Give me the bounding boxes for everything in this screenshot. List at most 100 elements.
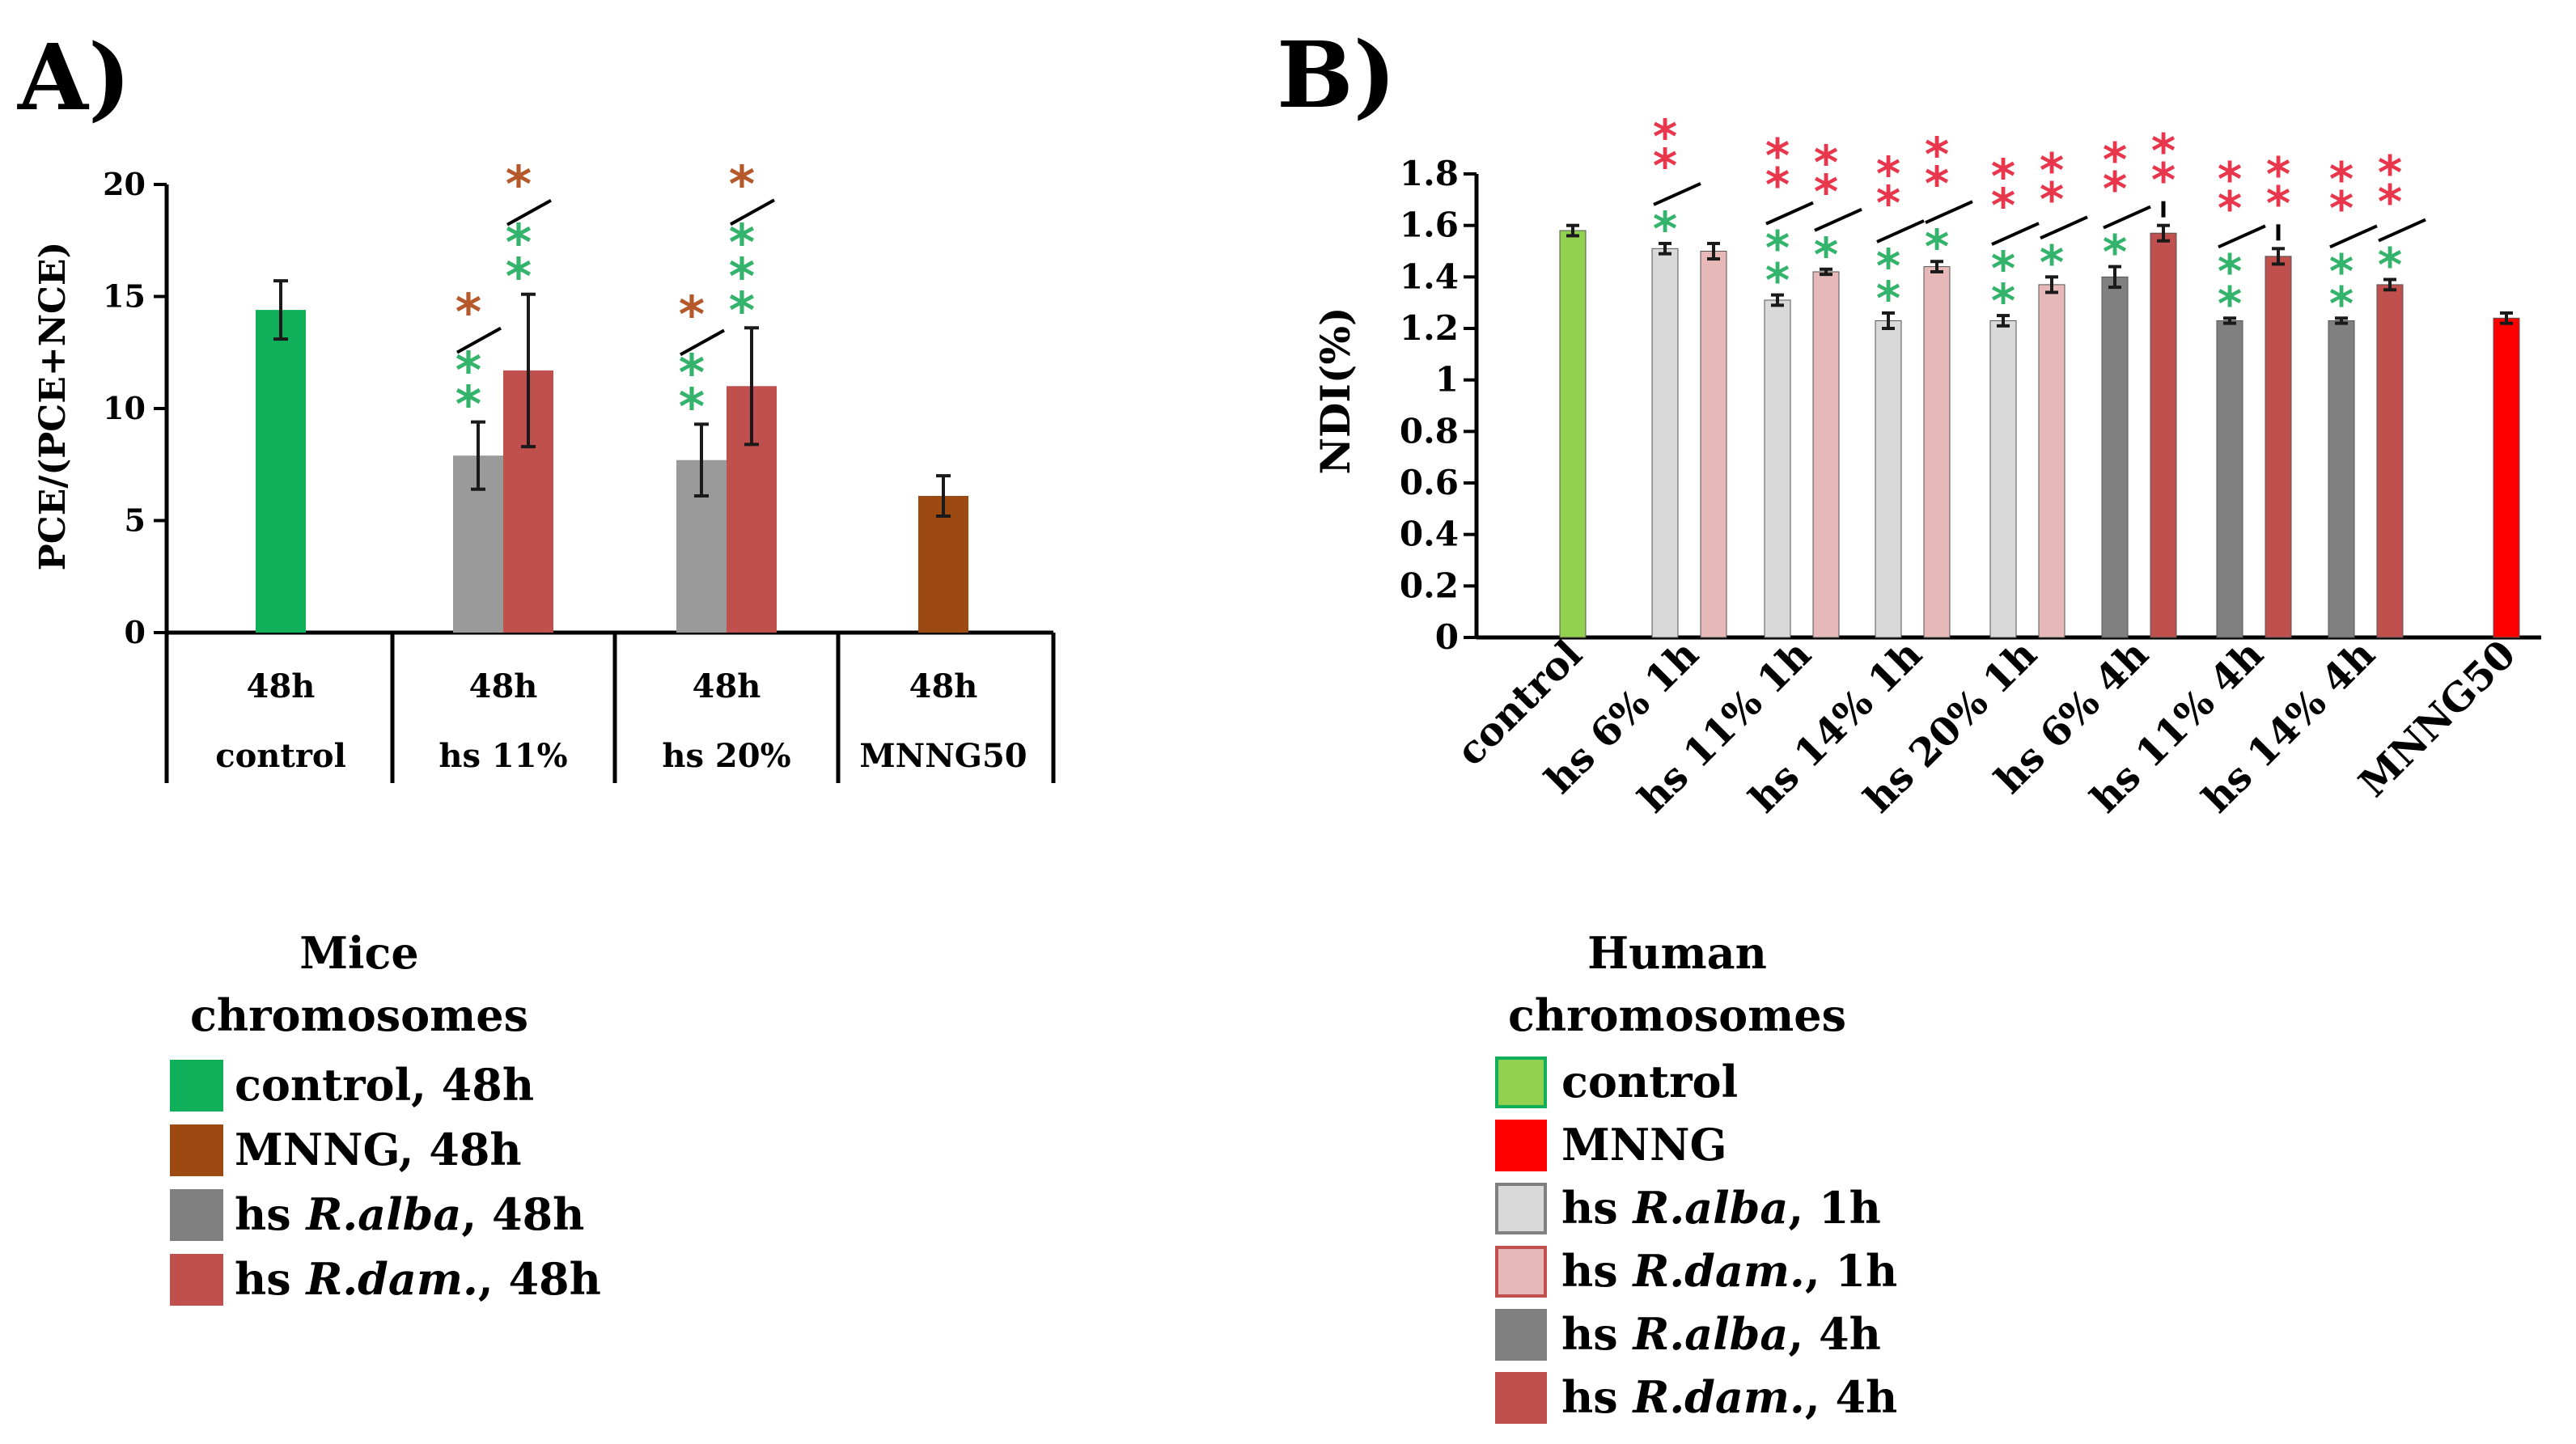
legend-entry: hs R.alba, 4h [1561,1308,1881,1360]
legend-entry-text: hs [1561,1308,1633,1360]
legend-entry-text: hs [235,1253,306,1305]
star-line: * [2218,151,2242,206]
y-tick-label: 15 [103,278,146,315]
legend-entry: hs R.dam., 1h [1561,1245,1897,1297]
legend-entry-time: , 48h [461,1188,584,1240]
significance-star: * [1765,253,1790,308]
star-line: * [1653,109,1677,164]
legend-title: Mice [299,927,419,979]
significance-separator [2103,205,2151,230]
bar [1559,230,1587,638]
legend-swatch [170,1060,223,1112]
legend-entry-time: , 1h [1788,1182,1880,1234]
significance-star: * [729,281,755,340]
star-line: * [2040,142,2064,197]
panel-b-y-axis-label: NDI(%) [1311,307,1359,474]
panel-a-legend: Mice chromosomes control, 48h MNNG, 48h hs R… [170,927,601,1306]
significance-star-vs-mnng: * [506,155,532,214]
legend-swatch [1495,1309,1547,1361]
star-line: * [2151,124,2176,179]
significance-star-vs-mnng: ** [1765,129,1790,213]
significance-separator [1765,201,1814,226]
y-tick-label: 0.4 [1400,515,1459,554]
y-tick-label: 0.8 [1400,411,1459,451]
significance-star: * [1814,227,1838,282]
legend-swatch [170,1189,223,1241]
significance-star-vs-mnng: ** [1653,109,1677,193]
star-line: * [1765,129,1790,184]
significance-star: * [1991,241,2015,296]
bar [2328,320,2355,638]
legend-entry: hs R.alba, 48h [235,1188,584,1240]
panel-a-y-ticks: 0 5 10 15 20 [103,166,167,650]
category-time-label: 48h [909,667,978,705]
bar [2038,284,2065,638]
panel-a-y-axis-label: PCE/(PCE+NCE) [32,242,74,571]
y-tick-label: 1.6 [1400,205,1459,245]
legend-entry: MNNG [1561,1119,1727,1171]
star-line: * [1925,127,1949,182]
bar [1989,320,2017,638]
y-tick-label: 0.2 [1400,565,1459,605]
star-line: * [2103,133,2127,188]
legend-entry: MNNG, 48h [235,1124,522,1175]
category-time-label: 48h [247,667,316,705]
bar [2265,256,2292,638]
legend-entry-text: control [1561,1056,1738,1107]
star-line: * [2218,180,2242,235]
legend-entry: hs R.alba, 1h [1561,1182,1881,1234]
significance-star-vs-mnng: ** [2040,142,2064,227]
significance-star-vs-mnng: * [679,285,705,344]
panel-a-bars [256,310,968,633]
significance-separator [2378,218,2426,243]
star-line: * [2151,153,2176,208]
significance-separator [1876,219,1925,243]
y-tick-label: 1.2 [1400,308,1459,348]
y-tick-label: 10 [103,390,146,426]
star-line: * [1814,135,1838,190]
bar [2376,284,2404,638]
bar [256,310,306,633]
y-tick-label: 20 [103,166,146,202]
legend-entry-species: R.dam. [1631,1371,1804,1423]
star-line: * [2329,151,2354,206]
y-tick-label: 1.8 [1400,154,1459,193]
legend-entry-text: hs [1561,1245,1633,1297]
significance-star: * [2329,243,2354,299]
star-line: * [2378,175,2402,230]
significance-separator [730,198,775,227]
legend-entry-time: , 4h [1805,1371,1897,1423]
star-line: * [2040,172,2064,227]
bar [1764,299,1791,638]
y-tick-label: 1 [1435,360,1459,400]
significance-star: * [1765,221,1790,276]
star-line: * [1991,149,2015,204]
panel-b-bars [1559,230,2520,638]
bar [1875,320,1902,638]
panel-b-error-bars [1566,223,2513,330]
bar [918,496,968,633]
bar [1923,266,1951,638]
significance-star: * [2040,235,2064,290]
significance-star: * [729,247,755,306]
bar [1812,271,1840,638]
star-line: * [1991,178,2015,233]
bar [2101,276,2129,638]
legend-entry-species: R.alba [1631,1308,1788,1360]
significance-star-vs-mnng: ** [2378,146,2402,230]
star-line: * [1876,176,1900,231]
significance-star: * [679,377,705,436]
legend-swatch [1495,1372,1547,1424]
legend-entry-time: , 1h [1805,1245,1897,1297]
significance-star-vs-mnng: ** [2218,151,2242,235]
star-line: * [2103,162,2127,217]
significance-star: * [2378,238,2402,293]
bar [2150,232,2177,638]
panel-b-label: B) [1277,23,1396,129]
star-line: * [1925,156,1949,211]
star-line: * [2378,146,2402,201]
significance-separator [506,198,552,227]
y-tick-label: 0 [125,614,146,650]
